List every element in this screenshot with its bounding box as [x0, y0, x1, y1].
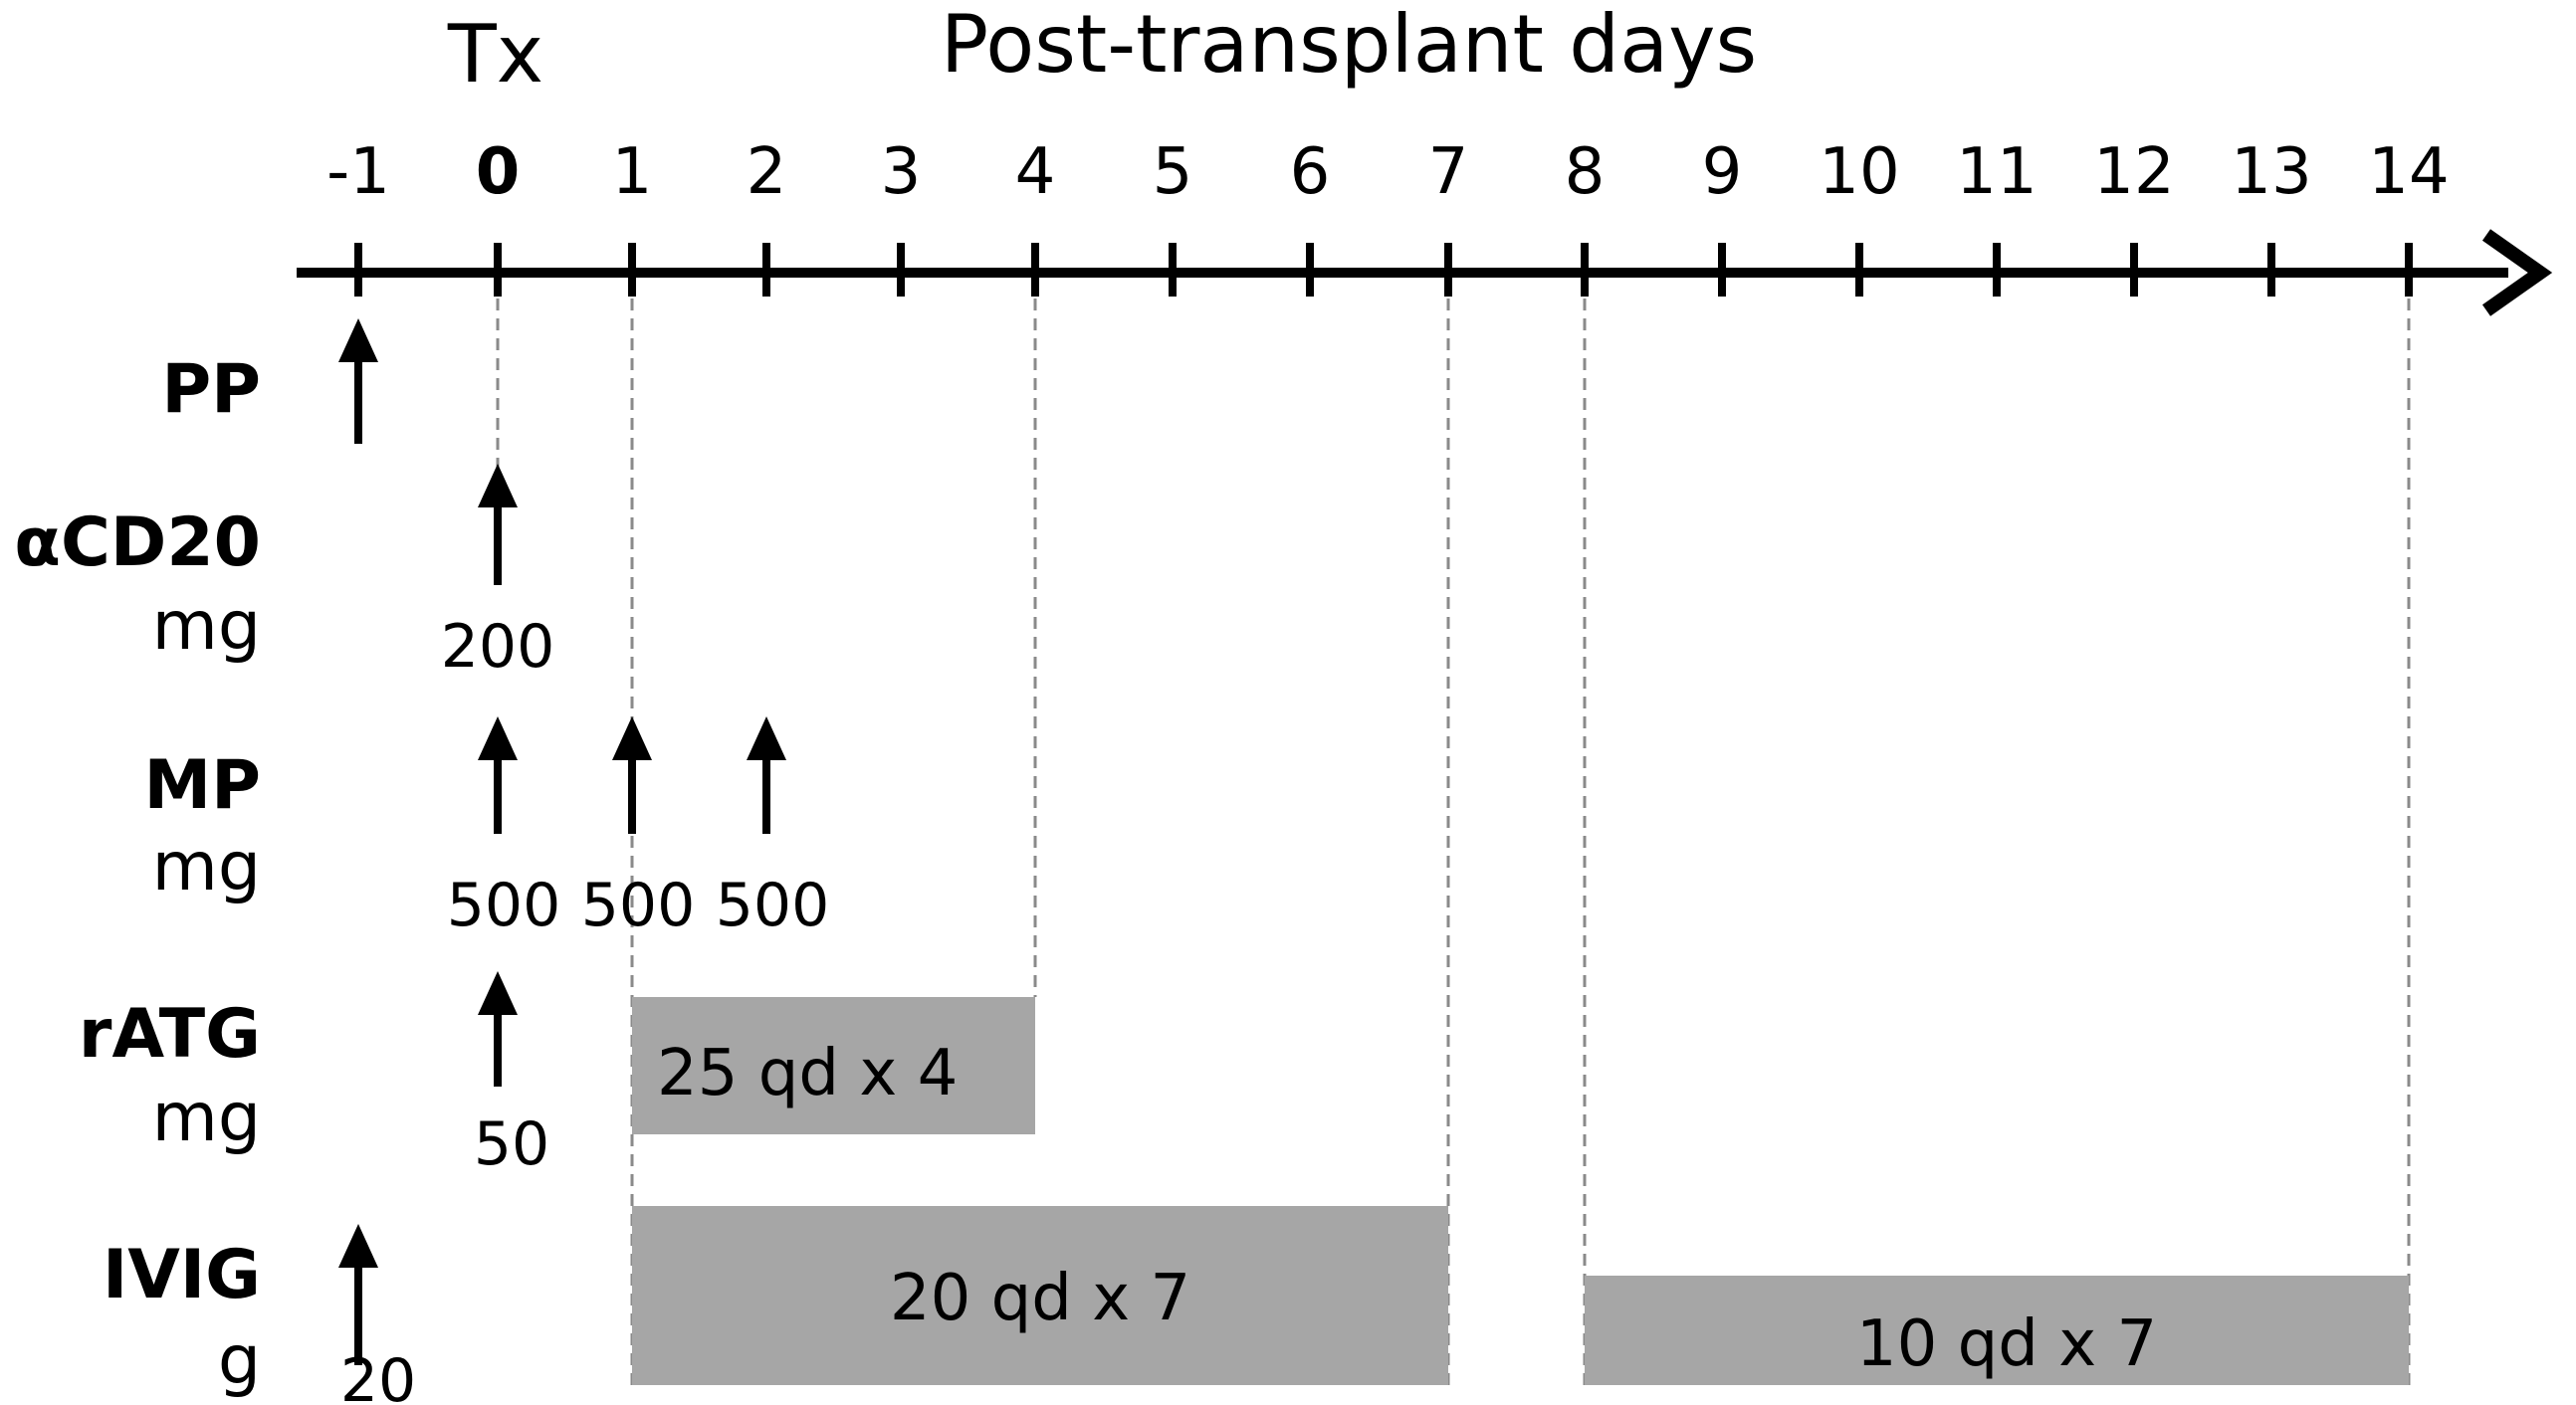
dose-arrow-icon: [338, 1224, 378, 1365]
dose-label: 500: [581, 871, 696, 940]
tick-label: 3: [881, 135, 922, 209]
row-label-pp: PP: [161, 350, 261, 429]
tick-label: 14: [2368, 135, 2449, 209]
axis-ticks: [354, 243, 2413, 297]
arrowhead: [747, 716, 786, 760]
dose-label: 20: [340, 1346, 416, 1405]
dosing-bar-label: 25 qd x 4: [657, 1037, 958, 1110]
axis-title: Post-transplant days: [941, 0, 1757, 91]
row-label-mp: MP: [143, 746, 261, 825]
dose-arrow-icon: [612, 716, 652, 834]
tick-label: 10: [1819, 135, 1899, 209]
tick-label: 12: [2093, 135, 2174, 209]
row-label-ivig: IVIG: [103, 1236, 261, 1314]
tick-label: 4: [1015, 135, 1056, 209]
dosing-bar-label: 10 qd x 7: [1856, 1307, 2157, 1381]
row-unit-acd20: mg: [152, 587, 261, 666]
tick-label: 11: [1956, 135, 2037, 209]
row-unit-ivig: g: [218, 1321, 261, 1400]
dose-arrow-icon: [478, 716, 518, 834]
tick-label: 7: [1428, 135, 1469, 209]
dose-arrows: 200 500 500 500 50 20: [338, 318, 829, 1405]
dose-label: 500: [716, 871, 830, 940]
tx-label: Tx: [447, 8, 543, 100]
row-label-acd20: αCD20: [14, 503, 261, 582]
tick-label: 5: [1153, 135, 1193, 209]
dosing-bars: 25 qd x 4 20 qd x 7 10 qd x 7: [632, 997, 2409, 1385]
tick-label: 9: [1702, 135, 1743, 209]
timeline-axis: [297, 229, 2553, 316]
row-unit-mp: mg: [152, 828, 261, 906]
dose-arrow-icon: [747, 716, 786, 834]
tick-label: -1: [326, 135, 390, 209]
dosing-bar-ratg: [632, 997, 1035, 1134]
axis-tick-labels: -1 0 1 2 3 4 5 6 7 8 9 10 11 12 13 14: [326, 135, 2450, 209]
row-label-ratg: rATG: [79, 995, 261, 1074]
tick-label: 1: [612, 135, 653, 209]
tick-label: 0: [476, 135, 521, 209]
arrowhead: [478, 716, 518, 760]
arrowhead: [338, 318, 378, 362]
arrowhead: [338, 1224, 378, 1268]
row-unit-ratg: mg: [152, 1079, 261, 1157]
arrowhead: [478, 971, 518, 1015]
dashed-guide-lines: [496, 299, 2411, 1385]
arrowhead: [612, 716, 652, 760]
axis-arrowhead-icon: [2481, 229, 2553, 316]
tick-label: 2: [747, 135, 787, 209]
dose-arrow-icon: [478, 971, 518, 1087]
tick-label: 6: [1290, 135, 1331, 209]
dose-arrow-icon: [338, 318, 378, 444]
tick-label: 13: [2231, 135, 2311, 209]
dose-label: 200: [441, 612, 555, 682]
dosing-bar-ivig: [632, 1206, 1448, 1385]
dose-label: 50: [474, 1109, 549, 1179]
dose-label: 500: [447, 871, 561, 940]
dosing-bar-ivig: [1585, 1276, 2409, 1385]
arrowhead: [478, 464, 518, 507]
dosing-bar-label: 20 qd x 7: [890, 1262, 1190, 1335]
tick-label: 8: [1565, 135, 1606, 209]
dose-arrow-icon: [478, 464, 518, 585]
